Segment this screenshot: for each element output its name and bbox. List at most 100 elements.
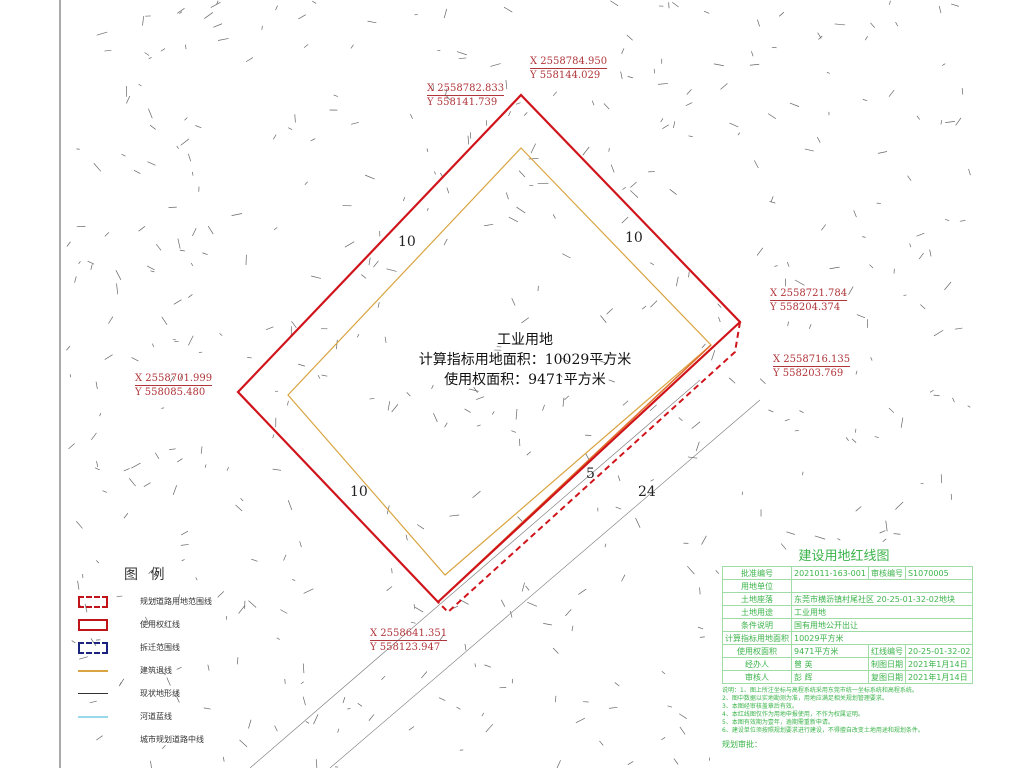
terrain-mark: [476, 424, 481, 427]
terrain-mark: [515, 408, 518, 420]
terrain-mark: [185, 44, 187, 50]
terrain-mark: [391, 568, 393, 574]
terrain-mark: [68, 443, 75, 450]
terrain-mark: [718, 316, 721, 323]
terrain-mark: [154, 571, 159, 578]
terrain-mark: [967, 405, 971, 408]
terrain-mark: [433, 412, 438, 423]
terrain-mark: [473, 386, 478, 393]
coordinate-label: X 2558641.351 Y 558123.947: [370, 628, 448, 653]
terrain-mark: [443, 8, 448, 19]
terrain-mark: [907, 175, 912, 181]
title-block-cell: 20-25-01-32-02: [904, 644, 974, 658]
terrain-mark: [161, 316, 168, 325]
empty-swatch: [78, 734, 108, 746]
terrain-mark: [944, 281, 952, 291]
terrain-mark: [757, 19, 760, 27]
terrain-mark: [786, 531, 795, 535]
terrain-mark: [523, 112, 528, 116]
terrain-mark: [177, 238, 181, 249]
terrain-mark: [405, 534, 408, 541]
terrain-mark: [862, 236, 866, 238]
terrain-mark: [179, 249, 185, 252]
terrain-mark: [116, 283, 119, 295]
terrain-mark: [821, 224, 827, 231]
terrain-mark: [142, 16, 144, 26]
terrain-mark: [600, 315, 607, 323]
terrain-mark: [231, 213, 243, 216]
terrain-mark: [188, 294, 193, 298]
terrain-mark: [695, 441, 700, 452]
terrain-mark: [444, 88, 448, 97]
terrain-mark: [503, 6, 513, 13]
terrain-mark: [556, 760, 561, 768]
terrain-mark: [247, 357, 252, 359]
terrain-mark: [303, 44, 309, 48]
terrain-mark: [298, 14, 306, 20]
terrain-mark: [869, 264, 874, 269]
terrain-mark: [608, 706, 618, 709]
terrain-mark: [606, 308, 613, 315]
terrain-mark: [552, 91, 557, 97]
terrain-mark: [152, 343, 155, 348]
terrain-mark: [188, 153, 192, 162]
terrain-mark: [691, 421, 701, 429]
terrain-mark: [851, 438, 857, 443]
title-block-cell: [790, 579, 974, 593]
terrain-mark: [104, 49, 112, 52]
terrain-mark: [310, 138, 316, 142]
terrain-mark: [174, 690, 179, 697]
terrain-mark: [848, 286, 854, 295]
terrain-mark: [195, 125, 202, 129]
terrain-mark: [559, 374, 563, 378]
terrain-mark: [667, 705, 673, 708]
note-line: 说明：1、图上所注坐标与高程系统采用东莞市统一坐标系统和高程系统。: [722, 687, 918, 694]
blue-dashed-swatch: [78, 641, 108, 654]
terrain-mark: [686, 89, 692, 95]
terrain-mark: [754, 160, 759, 169]
calc-area: 计算指标用地面积：10029平方米: [418, 352, 632, 368]
terrain-mark: [959, 220, 966, 222]
terrain-mark: [543, 623, 552, 626]
terrain-mark: [131, 357, 139, 362]
road-edge: [249, 379, 701, 768]
terrain-mark: [814, 535, 826, 540]
terrain-mark: [474, 663, 476, 668]
terrain-mark: [386, 586, 393, 591]
terrain-mark: [929, 389, 934, 393]
terrain-mark: [870, 22, 876, 29]
terrain-mark: [367, 20, 377, 24]
terrain-mark: [248, 600, 257, 608]
terrain-mark: [749, 63, 760, 66]
terrain-mark: [449, 514, 460, 517]
terrain-mark: [672, 1, 679, 8]
terrain-mark: [515, 102, 521, 105]
terrain-mark: [660, 118, 664, 123]
terrain-mark: [204, 464, 207, 468]
terrain-mark: [961, 88, 964, 95]
terrain-mark: [66, 345, 71, 351]
terrain-mark: [155, 243, 162, 251]
terrain-mark: [149, 124, 156, 130]
terrain-mark: [410, 621, 416, 624]
title-block-cell: 条件说明: [722, 618, 792, 632]
legend-item: 城市规划道路中线: [78, 728, 238, 751]
terrain-mark: [542, 404, 545, 411]
terrain-mark: [751, 51, 754, 57]
legend-item: 规划道路用地范围线: [78, 590, 238, 613]
terrain-mark: [446, 187, 450, 194]
use-area: 使用权面积：9471平方米: [444, 372, 606, 388]
terrain-mark: [508, 111, 511, 117]
terrain-mark: [564, 395, 569, 401]
terrain-mark: [877, 151, 888, 154]
terrain-mark: [410, 114, 413, 119]
terrain-mark: [950, 493, 953, 500]
terrain-mark: [219, 333, 223, 336]
title-block-table: 批准编号 2021011-163-001 审核编号 S1070005 用地单位 土地座落东…: [722, 566, 974, 684]
terrain-mark: [467, 135, 470, 145]
terrain-mark: [679, 726, 686, 735]
terrain-mark: [516, 206, 526, 214]
terrain-mark: [217, 38, 229, 41]
terrain-mark: [955, 117, 962, 126]
